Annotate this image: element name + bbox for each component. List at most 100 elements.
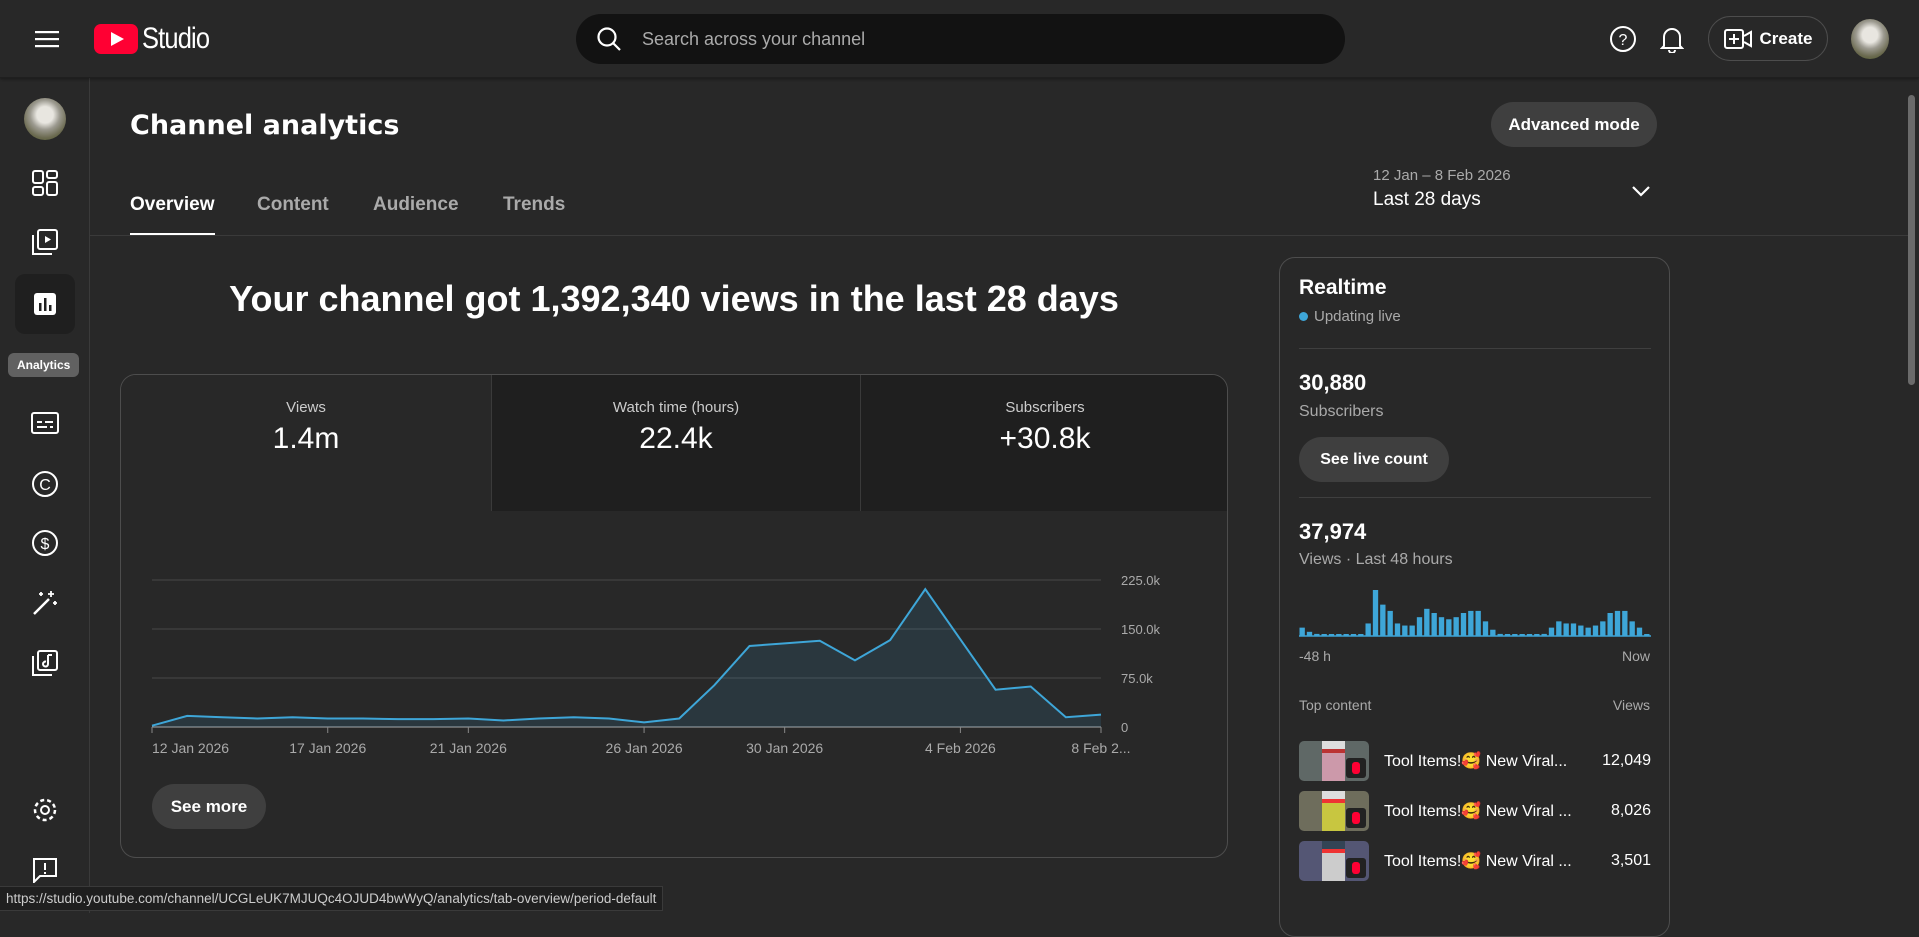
metric-label: Views xyxy=(121,399,491,416)
hourly-bar xyxy=(1468,611,1473,636)
content-icon[interactable] xyxy=(15,212,75,272)
top-content-row[interactable]: Tool Items!🥰 New Viral ... 3,501 xyxy=(1299,841,1651,881)
bars-start-label: -48 h xyxy=(1299,648,1331,664)
top-content-row[interactable]: Tool Items!🥰 New Viral... 12,049 xyxy=(1299,741,1651,781)
tabs-divider xyxy=(90,235,1908,236)
top-content-row[interactable]: Tool Items!🥰 New Viral ... 8,026 xyxy=(1299,791,1651,831)
x-tick-label: 17 Jan 2026 xyxy=(289,740,366,756)
hourly-bar xyxy=(1424,609,1429,636)
earn-dollar-icon[interactable]: $ xyxy=(15,513,75,573)
hourly-bar xyxy=(1410,626,1415,636)
hourly-bar xyxy=(1366,623,1371,636)
hourly-bar xyxy=(1402,626,1407,636)
svg-text:C: C xyxy=(39,477,51,494)
see-live-count-button[interactable]: See live count xyxy=(1299,437,1449,482)
copyright-icon[interactable]: C xyxy=(15,454,75,514)
audio-library-icon[interactable] xyxy=(15,633,75,693)
create-label: Create xyxy=(1760,29,1813,49)
channel-avatar[interactable] xyxy=(24,98,66,140)
hourly-bar xyxy=(1395,623,1400,636)
advanced-mode-button[interactable]: Advanced mode xyxy=(1491,102,1657,147)
hourly-bar xyxy=(1637,628,1642,636)
status-bar-url: https://studio.youtube.com/channel/UCGLe… xyxy=(0,886,663,911)
help-icon[interactable]: ? xyxy=(1608,24,1638,54)
create-button[interactable]: Create xyxy=(1708,16,1828,61)
metric-value: 22.4k xyxy=(492,422,860,456)
hourly-bar xyxy=(1300,628,1305,636)
dashboard-icon[interactable] xyxy=(15,153,75,213)
realtime-title: Realtime xyxy=(1299,276,1387,300)
date-range[interactable]: 12 Jan – 8 Feb 2026 xyxy=(1373,167,1511,184)
hourly-bar xyxy=(1483,621,1488,636)
metric-tab-watch-time[interactable]: Watch time (hours) 22.4k xyxy=(491,375,860,511)
realtime-card: Realtime Updating live 30,880 Subscriber… xyxy=(1279,257,1670,937)
analytics-icon[interactable] xyxy=(15,274,75,334)
hourly-bar xyxy=(1630,621,1635,636)
tab-audience[interactable]: Audience xyxy=(373,194,459,236)
video-views: 3,501 xyxy=(1611,852,1651,870)
hourly-bar xyxy=(1608,613,1613,636)
y-tick-label: 0 xyxy=(1121,720,1128,735)
sidebar: Analytics C $ xyxy=(0,78,90,913)
hourly-bar xyxy=(1578,626,1583,636)
hourly-bar xyxy=(1432,613,1437,636)
metric-value: 1.4m xyxy=(121,422,491,456)
notifications-bell-icon[interactable] xyxy=(1657,24,1687,54)
views-column-label: Views xyxy=(1613,697,1650,713)
live-text: Updating live xyxy=(1314,308,1401,325)
hourly-bar xyxy=(1549,628,1554,636)
hourly-bar xyxy=(1446,619,1451,636)
y-tick-label: 75.0k xyxy=(1121,671,1153,686)
metric-label: Subscribers xyxy=(861,399,1228,416)
search-input[interactable]: Search across your channel xyxy=(576,14,1345,64)
hourly-bar xyxy=(1564,623,1569,636)
studio-logo[interactable]: Studio xyxy=(94,22,221,56)
metric-tab-views[interactable]: Views 1.4m xyxy=(121,375,491,511)
realtime-views-label: Views · Last 48 hours xyxy=(1299,551,1453,569)
metric-label: Watch time (hours) xyxy=(492,399,860,416)
metric-value: +30.8k xyxy=(861,422,1228,456)
chevron-down-icon[interactable] xyxy=(1628,178,1654,204)
hourly-bar xyxy=(1586,628,1591,636)
hourly-bar xyxy=(1593,626,1598,636)
top-bar: Studio Search across your channel ? Crea… xyxy=(0,0,1919,78)
hourly-bar xyxy=(1490,630,1495,636)
hourly-bar xyxy=(1615,611,1620,636)
metric-tab-subscribers[interactable]: Subscribers +30.8k xyxy=(860,375,1228,511)
bars-end-label: Now xyxy=(1622,648,1650,664)
y-tick-label: 150.0k xyxy=(1121,622,1161,637)
customization-wand-icon[interactable] xyxy=(15,573,75,633)
subtitles-icon[interactable] xyxy=(15,393,75,453)
video-views: 8,026 xyxy=(1611,802,1651,820)
hourly-bar xyxy=(1373,590,1378,636)
subscriber-label: Subscribers xyxy=(1299,403,1383,421)
hourly-bar xyxy=(1600,621,1605,636)
realtime-bar-chart[interactable] xyxy=(1299,578,1651,638)
tab-content[interactable]: Content xyxy=(257,194,329,236)
hourly-bar xyxy=(1454,617,1459,636)
divider xyxy=(1299,348,1651,349)
x-tick-label: 30 Jan 2026 xyxy=(746,740,823,756)
x-tick-label: 4 Feb 2026 xyxy=(925,740,996,756)
tab-overview[interactable]: Overview xyxy=(130,194,215,236)
hourly-bar xyxy=(1461,613,1466,636)
video-add-icon xyxy=(1724,28,1752,50)
video-views: 12,049 xyxy=(1602,752,1651,770)
settings-gear-icon[interactable] xyxy=(15,780,75,840)
account-avatar[interactable] xyxy=(1851,19,1889,59)
scrollbar[interactable] xyxy=(1908,95,1915,385)
headline: Your channel got 1,392,340 views in the … xyxy=(120,278,1228,320)
x-tick-label: 12 Jan 2026 xyxy=(152,740,229,756)
video-title: Tool Items!🥰 New Viral ... xyxy=(1384,801,1574,821)
search-icon xyxy=(596,26,622,52)
hourly-bar xyxy=(1417,617,1422,636)
video-thumbnail xyxy=(1299,841,1369,881)
menu-icon[interactable] xyxy=(32,24,62,54)
see-more-button[interactable]: See more xyxy=(152,784,266,829)
tab-trends[interactable]: Trends xyxy=(503,194,565,236)
chart-area xyxy=(152,589,1101,727)
period-selector[interactable]: Last 28 days xyxy=(1373,189,1481,211)
hourly-bar xyxy=(1476,611,1481,636)
hourly-bar xyxy=(1556,621,1561,636)
